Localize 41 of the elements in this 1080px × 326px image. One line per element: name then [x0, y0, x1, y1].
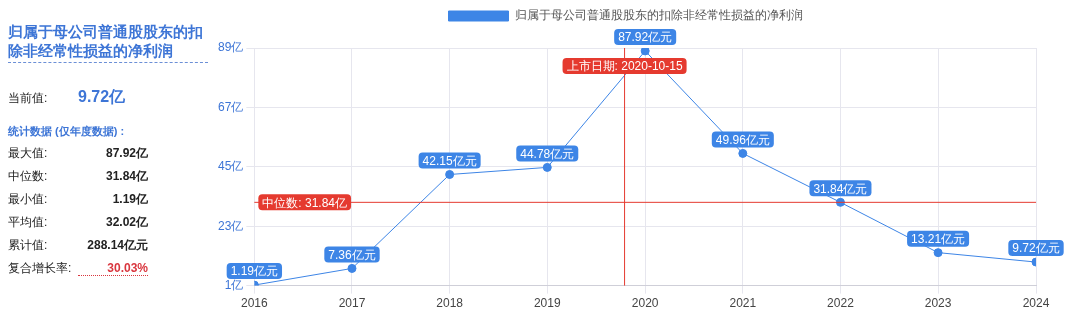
legend-label: 归属于母公司普通股股东的扣除非经常性损益的净利润 — [514, 8, 803, 23]
x-tick-label: 2018 — [436, 296, 464, 311]
y-tick-label: 45亿 — [217, 159, 244, 174]
data-label: 13.21亿元 — [911, 231, 966, 246]
text: 最小值: 1.19亿 — [8, 192, 148, 206]
x-tick-label: 2021 — [729, 296, 757, 311]
text: 归属于母公司普通股股东的扣除非经常性损益的净利润 — [8, 22, 208, 63]
text: 最大值: 87.92亿 — [8, 146, 148, 160]
data-label: 49.96亿元 — [715, 132, 770, 147]
data-label: 44.78亿元 — [520, 146, 575, 161]
point — [445, 170, 455, 179]
data-label: 7.36亿元 — [328, 247, 376, 262]
data-label: 31.84亿元 — [813, 181, 868, 196]
text: 中位数: 31.84亿 — [8, 169, 148, 183]
point — [738, 148, 748, 158]
point — [933, 248, 943, 258]
x-tick-label: 2024 — [1022, 296, 1050, 311]
ref-line-label: 上市日期: 2020-10-15 — [566, 59, 683, 74]
data-label: 87.92亿元 — [618, 30, 673, 45]
x-tick-label: 2017 — [338, 296, 366, 311]
y-tick-label: 89亿 — [217, 40, 244, 55]
text: 复合增长率: 30.03% — [8, 261, 148, 275]
text: 平均值: 32.02亿 — [8, 215, 148, 229]
text: 累计值: 288.14亿元 — [8, 238, 148, 252]
y-tick-label: 1亿 — [224, 277, 244, 292]
y-tick-label: 67亿 — [217, 99, 244, 114]
y-tick-label: 23亿 — [217, 218, 244, 233]
point — [542, 162, 552, 172]
x-tick-label: 2020 — [631, 296, 659, 311]
x-tick-label: 2022 — [827, 296, 855, 311]
x-tick-label: 2023 — [924, 296, 952, 311]
point — [640, 48, 650, 56]
ref-line-label: 中位数: 31.84亿 — [262, 195, 348, 210]
data-label: 42.15亿元 — [422, 153, 477, 168]
point — [347, 263, 357, 273]
x-tick-label: 2016 — [241, 296, 269, 311]
x-tick-label: 2019 — [533, 296, 561, 311]
data-label: 9.72亿元 — [1012, 241, 1060, 256]
text: 统计数据 (仅年度数据) : — [8, 124, 126, 139]
text: 当前值: 9.72亿 — [8, 88, 126, 105]
data-label: 1.19亿元 — [230, 264, 279, 279]
